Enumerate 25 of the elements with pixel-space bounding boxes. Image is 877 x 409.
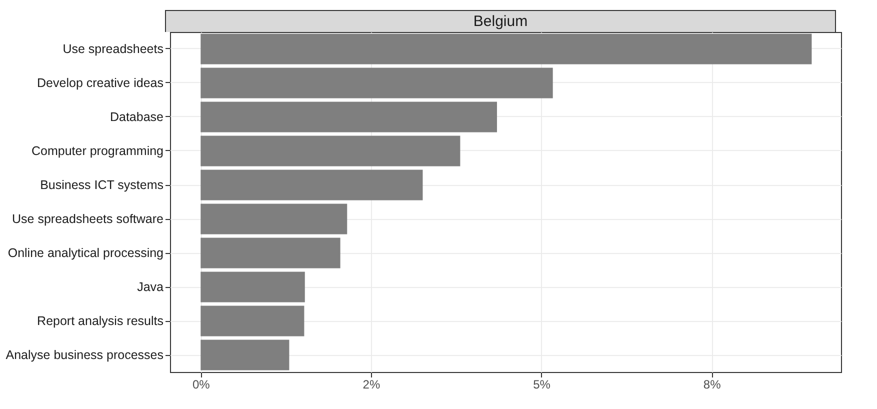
y-tick-label: Use spreadsheets software — [12, 212, 164, 226]
bar — [200, 170, 423, 200]
x-tick-label: 2% — [362, 378, 380, 392]
bar — [200, 238, 340, 268]
bar — [200, 306, 304, 336]
x-tick-label: 0% — [192, 378, 210, 392]
y-tick-label: Report analysis results — [37, 314, 164, 328]
y-tick-label: Business ICT systems — [40, 178, 164, 192]
bar — [200, 68, 553, 98]
y-tick-label: Computer programming — [32, 144, 164, 158]
y-tick-label: Analyse business processes — [6, 348, 164, 362]
y-tick-label: Use spreadsheets — [62, 42, 164, 56]
bar — [200, 272, 305, 302]
bar — [200, 204, 348, 234]
y-tick-label: Online analytical processing — [8, 246, 164, 260]
x-tick-label: 8% — [703, 378, 722, 392]
bar — [200, 34, 812, 64]
y-tick-label: Java — [137, 280, 164, 294]
bar — [200, 340, 290, 370]
x-tick-label: 5% — [533, 378, 551, 392]
chart-title: Belgium — [165, 10, 836, 33]
y-tick-label: Database — [110, 110, 164, 124]
bar — [200, 102, 497, 132]
y-tick-label: Develop creative ideas — [37, 76, 164, 90]
bar — [200, 136, 460, 166]
